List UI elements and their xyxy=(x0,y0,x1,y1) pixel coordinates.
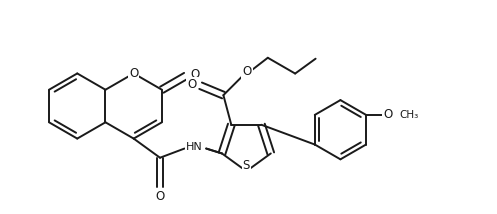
Text: O: O xyxy=(190,68,199,81)
Text: O: O xyxy=(129,67,138,80)
Text: S: S xyxy=(243,159,250,172)
Text: O: O xyxy=(383,108,393,121)
Text: HN: HN xyxy=(186,141,203,152)
Text: O: O xyxy=(243,65,252,78)
Text: O: O xyxy=(156,190,165,203)
Text: CH₃: CH₃ xyxy=(400,110,419,120)
Text: O: O xyxy=(187,78,196,91)
